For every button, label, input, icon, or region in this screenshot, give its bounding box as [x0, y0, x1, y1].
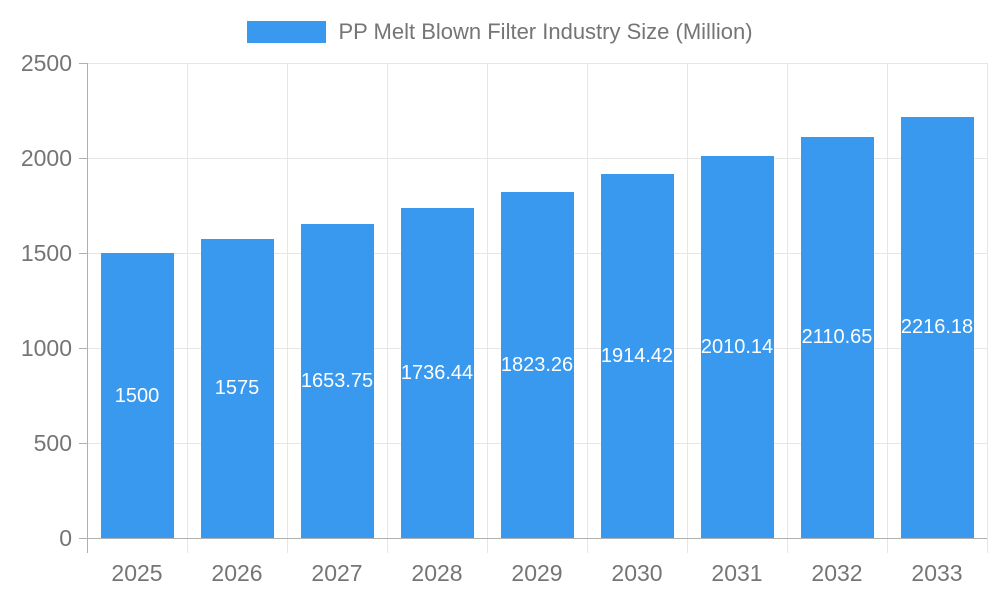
gridline-vertical [586, 63, 588, 553]
bar-2033[interactable] [900, 116, 974, 538]
bar-2031[interactable] [700, 156, 774, 538]
bar-value-label: 1653.75 [300, 369, 374, 392]
y-tick-label: 1000 [20, 335, 72, 361]
y-tick-label: 2500 [20, 50, 72, 76]
bar-2027[interactable] [300, 223, 374, 538]
bar-2026[interactable] [200, 238, 274, 538]
chart-legend: PP Melt Blown Filter Industry Size (Mill… [0, 14, 1000, 50]
bar-2030[interactable] [600, 174, 674, 538]
bar-2029[interactable] [500, 191, 574, 538]
y-axis-tick [79, 537, 87, 539]
gridline-vertical [386, 63, 388, 553]
y-tick-label: 2000 [20, 145, 72, 171]
bar-value-label: 1575 [214, 377, 260, 400]
bar-value-label: 2010.14 [700, 336, 774, 359]
bar-value-label: 2110.65 [801, 326, 873, 349]
gridline-vertical [986, 63, 988, 553]
x-tick-label: 2026 [211, 560, 263, 586]
bar-value-label: 1914.42 [600, 345, 674, 368]
x-tick-label: 2029 [511, 560, 563, 586]
x-axis-line [87, 537, 987, 539]
gridline-vertical [886, 63, 888, 553]
bar-2032[interactable] [800, 136, 874, 538]
y-axis-line [86, 63, 88, 553]
bar-value-label: 1736.44 [400, 362, 474, 385]
x-tick-label: 2031 [711, 560, 763, 586]
gridline-horizontal [87, 157, 987, 159]
y-axis-tick [79, 252, 87, 254]
x-tick-label: 2033 [911, 560, 963, 586]
bar-value-label: 1500 [114, 384, 160, 407]
x-tick-label: 2032 [811, 560, 863, 586]
y-tick-label: 1500 [20, 240, 72, 266]
y-tick-label: 500 [33, 430, 72, 456]
legend-label: PP Melt Blown Filter Industry Size (Mill… [338, 19, 753, 44]
x-tick-label: 2030 [611, 560, 663, 586]
y-axis-tick [79, 442, 87, 444]
bar-2025[interactable] [100, 253, 174, 538]
gridline-vertical [286, 63, 288, 553]
y-tick-label: 0 [59, 525, 72, 551]
x-tick-label: 2028 [411, 560, 463, 586]
gridline-vertical [486, 63, 488, 553]
y-axis-tick [79, 347, 87, 349]
legend-item-industry-size[interactable]: PP Melt Blown Filter Industry Size (Mill… [247, 19, 753, 45]
bar-value-label: 2216.18 [900, 316, 974, 339]
gridline-vertical [786, 63, 788, 553]
gridline-vertical [686, 63, 688, 553]
gridline-horizontal [87, 62, 987, 64]
legend-swatch-icon [247, 21, 327, 43]
bar-value-label: 1823.26 [500, 353, 574, 376]
bar-2028[interactable] [400, 208, 474, 538]
x-tick-label: 2025 [111, 560, 163, 586]
x-tick-label: 2027 [311, 560, 363, 586]
gridline-vertical [186, 63, 188, 553]
y-axis-tick [79, 157, 87, 159]
y-axis-tick [79, 62, 87, 64]
